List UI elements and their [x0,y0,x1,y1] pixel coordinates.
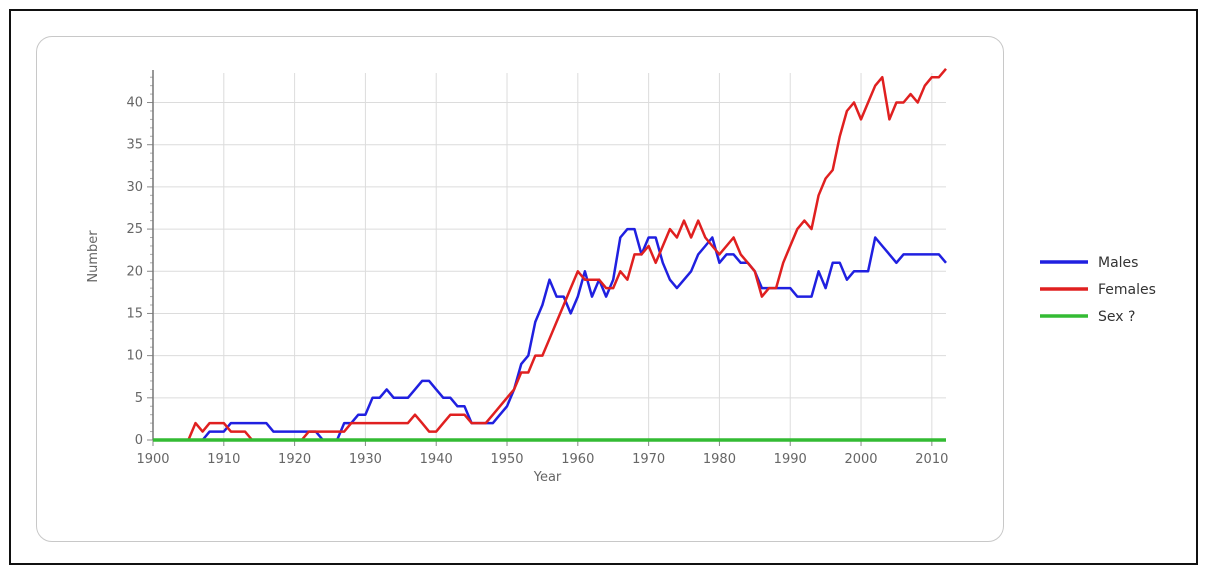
chart-panel [36,36,1004,542]
x-tick-label: 1940 [420,452,453,467]
series-line-males [153,227,947,442]
y-tick-label: 30 [126,180,143,195]
y-tick-label: 0 [135,433,143,448]
legend-label: Sex ? [1098,309,1135,325]
x-tick-label: 1950 [490,452,523,467]
series-line-females [153,67,947,442]
x-tick-label: 1960 [561,452,594,467]
x-tick-label: 2000 [844,452,877,467]
y-tick-label: 40 [126,96,143,111]
legend-label: Males [1098,255,1138,271]
y-axis-title: Number [86,230,101,283]
x-tick-label: 1920 [278,452,311,467]
x-tick-label: 1910 [207,452,240,467]
x-tick-label: 2010 [915,452,948,467]
y-tick-label: 5 [135,391,143,406]
y-tick-label: 20 [126,264,143,279]
outer-frame [9,9,1198,565]
x-tick-label: 1980 [703,452,736,467]
x-tick-label: 1930 [349,452,382,467]
y-tick-label: 35 [126,138,143,153]
y-tick-label: 25 [126,222,143,237]
y-tick-label: 15 [126,306,143,321]
y-tick-label: 10 [126,349,143,364]
legend-label: Females [1098,282,1156,298]
x-tick-label: 1900 [136,452,169,467]
x-tick-label: 1990 [774,452,807,467]
x-axis-title: Year [533,470,562,485]
x-tick-label: 1970 [632,452,665,467]
